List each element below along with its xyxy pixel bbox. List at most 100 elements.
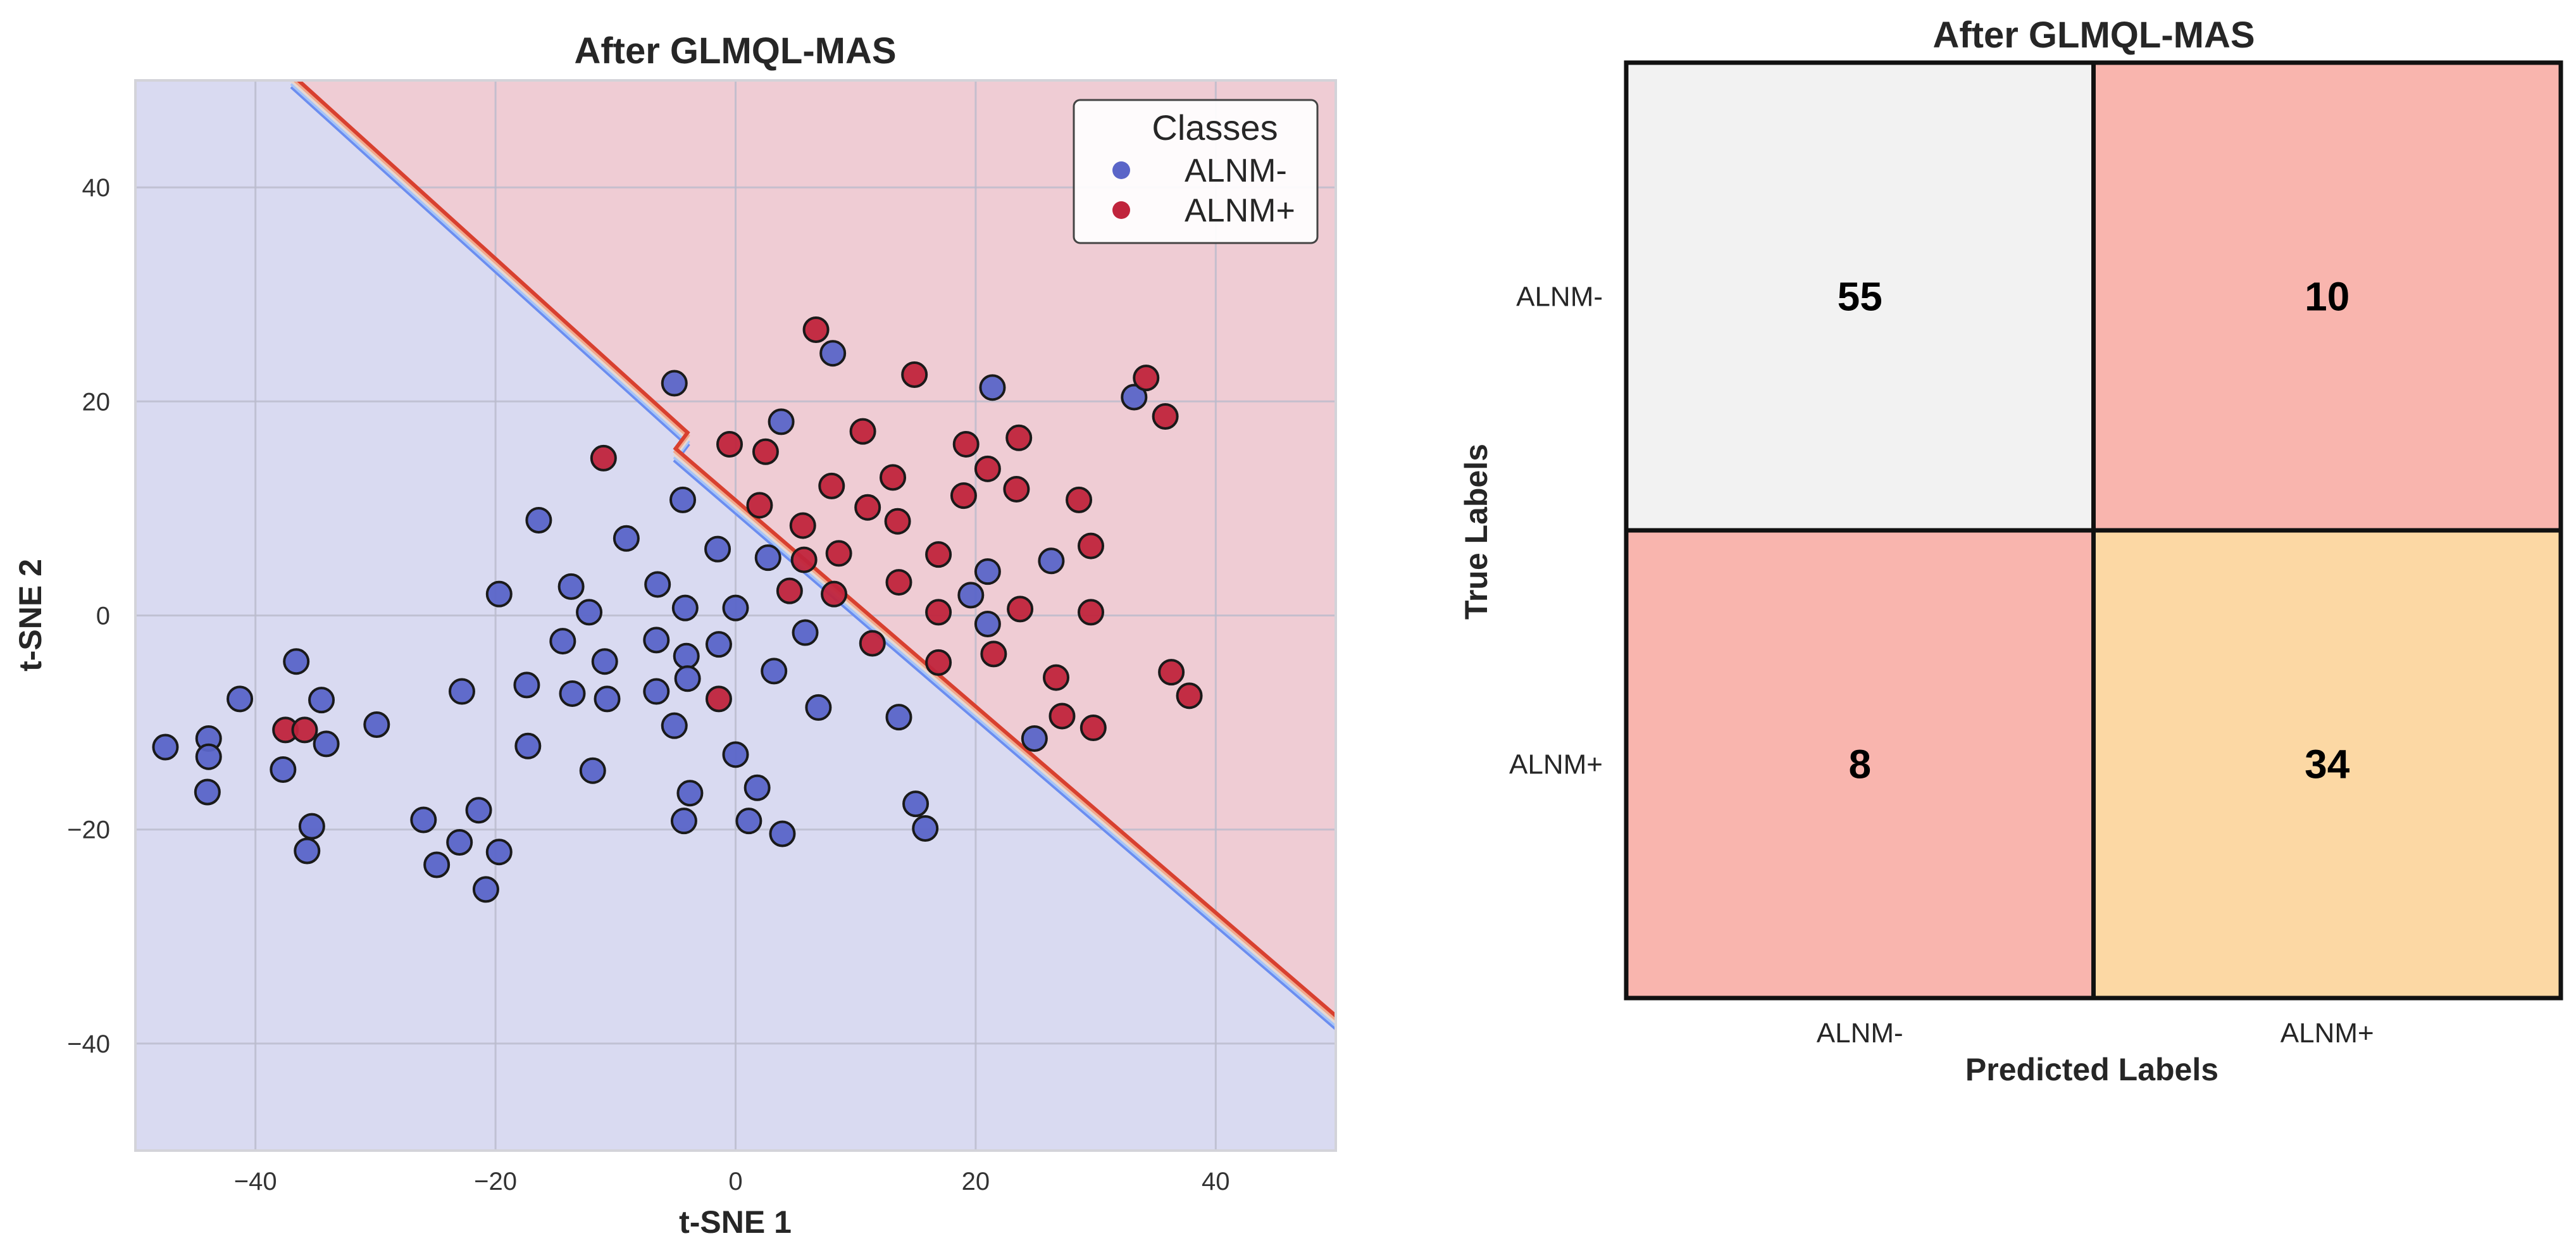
point-alnm-minus <box>1038 547 1065 575</box>
point-alnm-minus <box>754 544 781 571</box>
point-alnm-minus <box>674 665 701 692</box>
point-alnm-plus <box>950 482 977 509</box>
point-alnm-minus <box>591 648 618 675</box>
point-alnm-minus <box>704 535 731 563</box>
point-alnm-plus <box>716 430 744 458</box>
matrix-col-label: ALNM- <box>1817 1018 1903 1049</box>
point-alnm-minus <box>671 594 699 621</box>
matrix-cell-value: 55 <box>1838 274 1882 320</box>
point-alnm-minus <box>722 741 749 768</box>
legend-label-alnm-plus: ALNM+ <box>1185 192 1295 229</box>
point-alnm-minus <box>613 525 640 552</box>
point-alnm-minus <box>298 813 325 840</box>
point-alnm-plus <box>925 541 952 568</box>
point-alnm-minus <box>744 774 771 801</box>
point-alnm-plus <box>776 577 803 604</box>
point-alnm-minus <box>423 851 451 878</box>
x-tick-label: −40 <box>234 1168 277 1196</box>
y-axis-label: t-SNE 2 <box>13 559 48 671</box>
point-alnm-minus <box>283 648 310 675</box>
point-alnm-minus <box>195 743 222 770</box>
point-alnm-plus <box>952 430 980 458</box>
matrix-cell <box>1624 60 2096 533</box>
point-alnm-plus <box>789 512 816 539</box>
point-alnm-plus <box>790 546 818 573</box>
point-alnm-minus <box>768 408 795 435</box>
matrix-cell <box>1624 528 2096 1001</box>
matrix-row-label: ALNM+ <box>1509 749 1603 780</box>
point-alnm-minus <box>819 340 847 367</box>
point-alnm-plus <box>885 569 912 596</box>
decision-boundary-line <box>296 80 1336 1018</box>
point-alnm-plus <box>1152 403 1179 430</box>
matrix-cell <box>2091 528 2563 1001</box>
point-alnm-plus <box>1133 365 1160 392</box>
point-alnm-plus <box>980 640 1007 668</box>
confusion-matrix: After GLMQL-MAS 55 10 8 34 ALNM- ALNM+ ALNM- AL… <box>1459 15 2563 1087</box>
point-alnm-minus <box>974 558 1001 585</box>
point-alnm-minus <box>576 599 603 626</box>
point-alnm-minus <box>485 580 513 608</box>
point-alnm-minus <box>761 658 788 685</box>
legend-marker-alnm-minus <box>1112 161 1130 179</box>
point-alnm-minus <box>1121 384 1148 411</box>
point-alnm-minus <box>363 711 390 738</box>
point-alnm-plus <box>1078 599 1105 626</box>
x-tick-label: 20 <box>962 1168 990 1196</box>
scatter-ticks: −40 −20 0 20 40 −40 −20 0 20 40 <box>67 174 1229 1196</box>
point-alnm-minus <box>594 685 621 713</box>
point-alnm-plus <box>1158 659 1185 686</box>
point-alnm-minus <box>735 808 762 835</box>
x-tick-label: 0 <box>728 1168 742 1196</box>
scatter-plot-area <box>135 80 1336 1151</box>
point-alnm-minus <box>410 806 437 834</box>
point-alnm-minus <box>557 573 585 600</box>
point-alnm-minus <box>513 671 540 699</box>
point-alnm-minus <box>579 757 606 784</box>
y-tick-label: 0 <box>96 603 110 630</box>
point-alnm-minus <box>979 374 1006 401</box>
point-alnm-plus <box>705 685 732 713</box>
matrix-row-label: ALNM- <box>1516 282 1603 313</box>
point-alnm-minus <box>885 704 912 731</box>
matrix-y-axis-label: True Labels <box>1459 444 1494 620</box>
point-alnm-minus <box>446 828 473 856</box>
point-alnm-minus <box>673 642 700 670</box>
point-alnm-minus <box>270 756 297 784</box>
point-alnm-plus <box>821 580 848 608</box>
point-alnm-plus <box>1176 682 1203 709</box>
point-alnm-minus <box>194 778 221 806</box>
point-alnm-plus <box>746 492 773 519</box>
matrix-cell-value: 8 <box>1848 742 1871 787</box>
point-alnm-plus <box>818 472 845 499</box>
matrix-cell <box>2091 60 2563 533</box>
point-alnm-plus <box>901 361 928 389</box>
point-alnm-minus <box>472 876 499 903</box>
scatter-chart: After GLMQL-MAS −40 −20 0 20 40 −40 −20 0 20 40 t… <box>13 30 1337 1240</box>
point-alnm-plus <box>925 649 952 676</box>
y-tick-label: −20 <box>67 816 110 844</box>
point-alnm-plus <box>859 630 886 657</box>
point-alnm-plus <box>880 464 907 491</box>
scatter-plot-frame <box>134 79 1337 1152</box>
point-alnm-plus <box>1078 532 1105 559</box>
point-alnm-plus <box>590 444 617 471</box>
point-alnm-minus <box>465 797 492 824</box>
point-alnm-minus <box>661 370 688 397</box>
x-axis-label: t-SNE 1 <box>679 1204 792 1240</box>
matrix-cell-value: 10 <box>2305 274 2349 320</box>
legend-box <box>1073 99 1319 244</box>
point-alnm-plus <box>1003 475 1030 503</box>
point-alnm-minus <box>974 611 1001 638</box>
matrix-x-axis-label: Predicted Labels <box>1965 1052 2218 1087</box>
matrix-cells: 55 10 8 34 ALNM- ALNM+ ALNM- ALNM+ <box>1509 60 2563 1049</box>
point-alnm-plus <box>1042 664 1069 691</box>
point-alnm-minus <box>152 734 179 761</box>
point-alnm-minus <box>957 582 985 609</box>
x-tick-label: 40 <box>1202 1168 1230 1196</box>
point-alnm-minus <box>722 594 749 621</box>
point-alnm-minus <box>912 815 939 842</box>
point-alnm-minus <box>670 808 697 835</box>
matrix-col-label: ALNM+ <box>2280 1018 2374 1049</box>
point-alnm-minus <box>902 790 930 818</box>
